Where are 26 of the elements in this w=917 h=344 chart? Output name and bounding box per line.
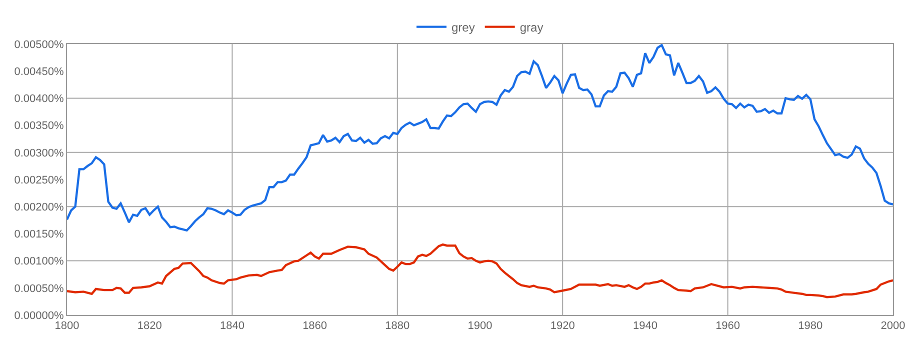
legend-label: gray [520, 20, 544, 34]
x-tick-label: 1960 [716, 320, 740, 332]
x-tick-label: 1860 [302, 320, 328, 332]
x-tick-label: 1980 [798, 320, 823, 332]
x-tick-label: 1900 [468, 320, 492, 332]
legend-label: grey [452, 20, 475, 34]
x-tick-label: 1940 [632, 320, 658, 332]
y-tick-label: 0.00050% [14, 282, 64, 295]
y-tick-label: 0.00100% [14, 256, 64, 268]
y-tick-label: 0.00350% [14, 120, 64, 132]
y-tick-label: 0.00150% [14, 228, 64, 241]
y-tick-label: 0.00000% [14, 310, 64, 322]
x-tick-label: 2000 [880, 320, 906, 332]
y-tick-label: 0.00200% [14, 201, 64, 214]
x-tick-label: 1920 [550, 320, 575, 332]
line-series [67, 44, 893, 232]
y-tick-label: 0.00500% [14, 38, 64, 51]
x-tick-label: 1840 [220, 320, 244, 332]
x-tick-label: 1820 [137, 320, 162, 332]
y-tick-label: 0.00250% [14, 174, 64, 186]
y-tick-label: 0.00400% [14, 93, 64, 106]
y-tick-label: 0.00300% [14, 147, 64, 160]
y-tick-label: 0.00450% [14, 66, 64, 78]
x-tick-label: 1800 [54, 320, 80, 332]
line-series [67, 243, 893, 298]
x-tick-label: 1880 [385, 320, 410, 332]
